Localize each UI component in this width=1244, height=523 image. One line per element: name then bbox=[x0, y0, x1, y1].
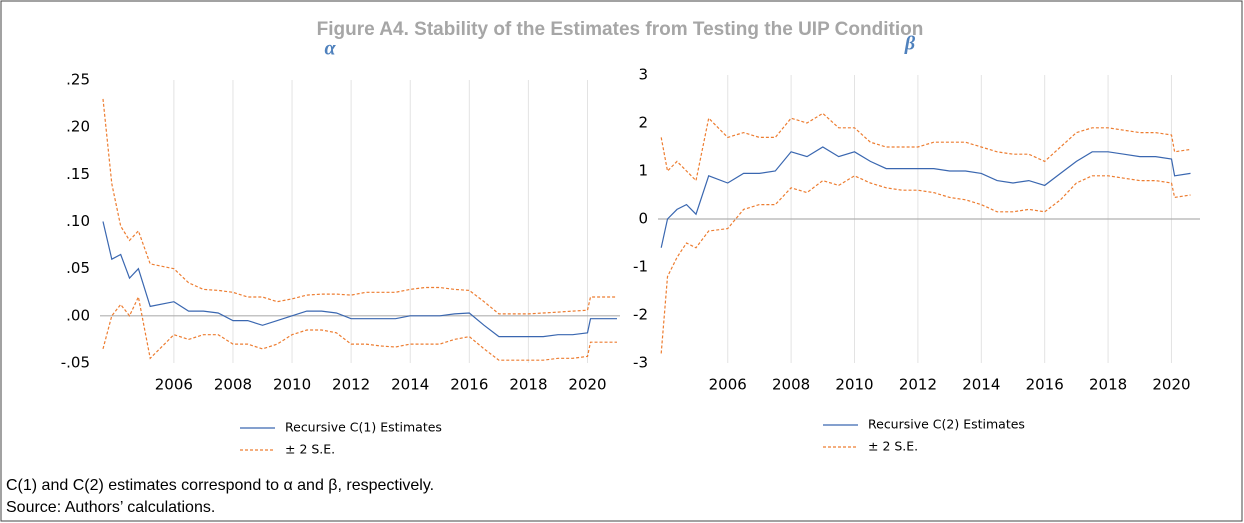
x-tick-label: 2016 bbox=[450, 376, 488, 394]
legend-label: Recursive C(1) Estimates bbox=[285, 420, 442, 435]
y-tick-label: .10 bbox=[66, 212, 90, 230]
chart-title: α bbox=[324, 38, 336, 60]
y-tick-label: 3 bbox=[638, 66, 648, 84]
y-tick-label: .05 bbox=[66, 259, 90, 277]
x-tick-label: 2012 bbox=[332, 376, 370, 394]
x-tick-label: 2014 bbox=[962, 376, 1000, 394]
y-tick-label: .00 bbox=[66, 306, 90, 324]
y-tick-label: -.05 bbox=[61, 354, 90, 372]
note: C(1) and C(2) estimates correspond to α … bbox=[6, 477, 434, 494]
x-tick-label: 2006 bbox=[155, 376, 193, 394]
x-tick-label: 2018 bbox=[509, 376, 547, 394]
x-tick-label: 2018 bbox=[1089, 376, 1127, 394]
x-tick-label: 2020 bbox=[568, 376, 606, 394]
band-line bbox=[660, 175, 1191, 354]
estimate-line bbox=[660, 146, 1191, 248]
y-tick-label: 0 bbox=[638, 210, 648, 228]
source: Source: Authors’ calculations. bbox=[6, 499, 215, 516]
y-tick-label: 1 bbox=[638, 162, 648, 180]
x-tick-label: 2016 bbox=[1026, 376, 1064, 394]
y-tick-label: .25 bbox=[66, 71, 90, 89]
x-tick-label: 2014 bbox=[391, 376, 429, 394]
estimate-line bbox=[102, 221, 617, 338]
x-tick-label: 2008 bbox=[214, 376, 252, 394]
y-tick-label: 2 bbox=[638, 114, 648, 132]
figure-title: Figure A4. Stability of the Estimates fr… bbox=[317, 19, 924, 40]
y-tick-label: -3 bbox=[633, 354, 648, 372]
band-line bbox=[102, 295, 617, 361]
x-tick-label: 2010 bbox=[835, 376, 873, 394]
legend-label: ± 2 S.E. bbox=[285, 442, 335, 457]
legend-label: Recursive C(2) Estimates bbox=[868, 417, 1025, 432]
y-tick-label: .15 bbox=[66, 165, 90, 183]
band-line bbox=[660, 112, 1191, 182]
y-tick-label: -2 bbox=[633, 306, 648, 324]
y-tick-label: .20 bbox=[66, 118, 90, 136]
x-tick-label: 2010 bbox=[273, 376, 311, 394]
band-line bbox=[102, 98, 617, 315]
legend-label: ± 2 S.E. bbox=[868, 439, 918, 454]
y-tick-label: -1 bbox=[633, 258, 648, 276]
chart-title: β bbox=[904, 33, 916, 55]
x-tick-label: 2020 bbox=[1152, 376, 1190, 394]
x-tick-label: 2006 bbox=[709, 376, 747, 394]
x-tick-label: 2012 bbox=[899, 376, 937, 394]
x-tick-label: 2008 bbox=[772, 376, 810, 394]
